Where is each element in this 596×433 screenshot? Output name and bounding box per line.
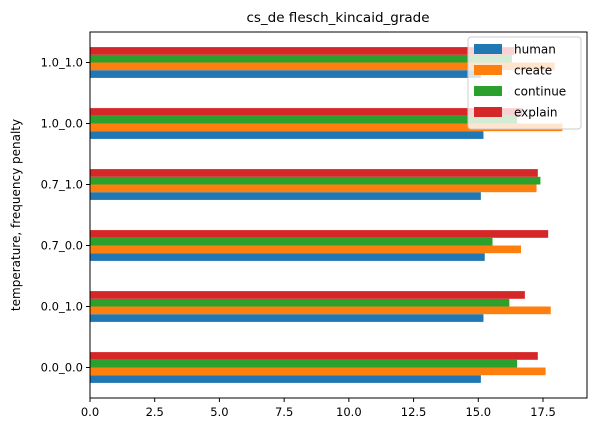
y-tick-label: 0.7_0.0 [41,239,83,253]
x-tick-label: 15.0 [465,405,491,419]
bars-group [90,47,563,383]
bar-create-1.0_1.0 [90,62,555,71]
x-tick-label: 0.0 [81,405,99,419]
bar-explain-0.0_1.0 [90,291,525,299]
bar-create-0.0_1.0 [90,306,551,315]
bar-explain-0.7_0.0 [90,230,549,238]
bar-create-0.0_0.0 [90,367,546,376]
bar-create-1.0_0.0 [90,123,563,132]
bar-continue-1.0_0.0 [90,115,518,124]
legend-box [467,36,582,130]
bar-create-0.7_0.0 [90,245,521,254]
bar-continue-0.0_0.0 [90,359,518,368]
x-tick-label: 5.0 [210,405,228,419]
legend-swatch-explain [474,107,502,117]
legend-label-continue: continue [514,85,566,99]
plot-frame [89,31,588,399]
bar-human-1.0_0.0 [90,131,484,139]
bar-human-0.7_0.0 [90,253,485,261]
y-tick-label: 0.0_1.0 [41,300,83,314]
bar-continue-1.0_1.0 [90,54,512,63]
x-tick-label: 12.5 [401,405,427,419]
chart-title: cs_de flesch_kincaid_grade [246,10,429,26]
bar-explain-0.7_1.0 [90,169,538,177]
x-tick-label: 10.0 [336,405,362,419]
bar-human-0.0_0.0 [90,375,481,383]
legend-swatch-create [474,65,502,75]
bar-create-0.7_1.0 [90,184,537,193]
bar-explain-1.0_0.0 [90,108,523,116]
legend-label-create: create [514,64,552,78]
bar-human-0.7_1.0 [90,192,481,200]
y-tick-label: 1.0_1.0 [41,56,83,70]
legend-swatch-human [474,44,502,54]
legend-swatch-continue [474,86,502,96]
bar-human-0.0_1.0 [90,314,484,322]
y-tick-label: 1.0_0.0 [41,117,83,131]
bar-explain-1.0_1.0 [90,47,515,55]
y-axis-title: temperature, frequency penalty [9,119,23,311]
y-tick-label: 0.7_1.0 [41,178,83,192]
x-tick-label: 17.5 [530,405,556,419]
x-tick-label: 2.5 [146,405,164,419]
legend-label-explain: explain [514,106,558,120]
bar-continue-0.7_0.0 [90,237,493,246]
legend-label-human: human [514,43,556,57]
bar-continue-0.7_1.0 [90,176,541,185]
bar-continue-0.0_1.0 [90,298,510,307]
bar-explain-0.0_0.0 [90,352,538,360]
y-tick-label: 0.0_0.0 [41,361,83,375]
bar-human-1.0_1.0 [90,70,481,78]
axes-group: 0.0_0.0 0.0_1.0 0.7_0.0 0.7_1.0 1.0_0.0 1.0_1… [41,56,556,420]
legend: human create continue explain [467,36,582,130]
x-tick-label: 7.5 [275,405,293,419]
